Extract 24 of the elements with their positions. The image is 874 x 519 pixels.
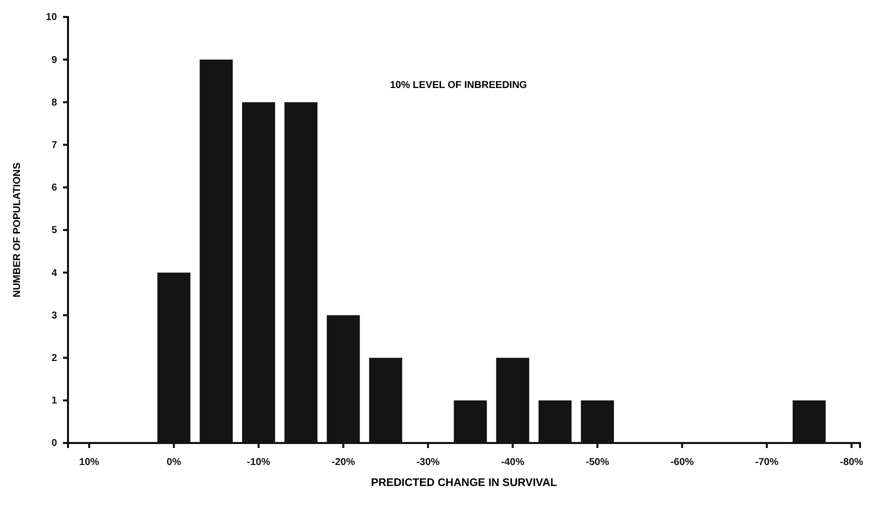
x-tick-label: -40% — [501, 457, 524, 468]
x-tick-label: -20% — [332, 457, 356, 468]
x-tick-label: -10% — [246, 457, 270, 468]
x-tick-label: -30% — [416, 457, 440, 468]
y-tick-label: 3 — [51, 310, 58, 322]
y-axis-title: NUMBER OF POPULATIONS — [12, 162, 23, 298]
y-tick-label: 5 — [51, 225, 58, 236]
y-tick-label: 0 — [51, 438, 58, 450]
x-tick-label: 0% — [166, 457, 182, 468]
y-tick-label: 6 — [51, 182, 58, 194]
x-tick-label: -60% — [670, 457, 694, 468]
y-tick-label: 7 — [51, 140, 58, 151]
x-tick-label: -70% — [755, 457, 779, 468]
y-tick-label: 9 — [51, 54, 58, 66]
y-tick-label: 2 — [51, 353, 58, 364]
x-tick-label: -50% — [586, 457, 610, 468]
annotation: 10% LEVEL OF INBREEDING — [390, 80, 528, 91]
y-tick-label: 4 — [51, 268, 58, 279]
y-tick-label: 1 — [51, 396, 58, 407]
x-axis-title: PREDICTED CHANGE IN SURVIVAL — [370, 477, 558, 489]
y-tick-label: 10 — [46, 12, 58, 24]
y-tick-label: 8 — [51, 97, 58, 108]
x-tick-label: -80% — [840, 457, 864, 468]
x-tick-label: 10% — [79, 457, 100, 468]
